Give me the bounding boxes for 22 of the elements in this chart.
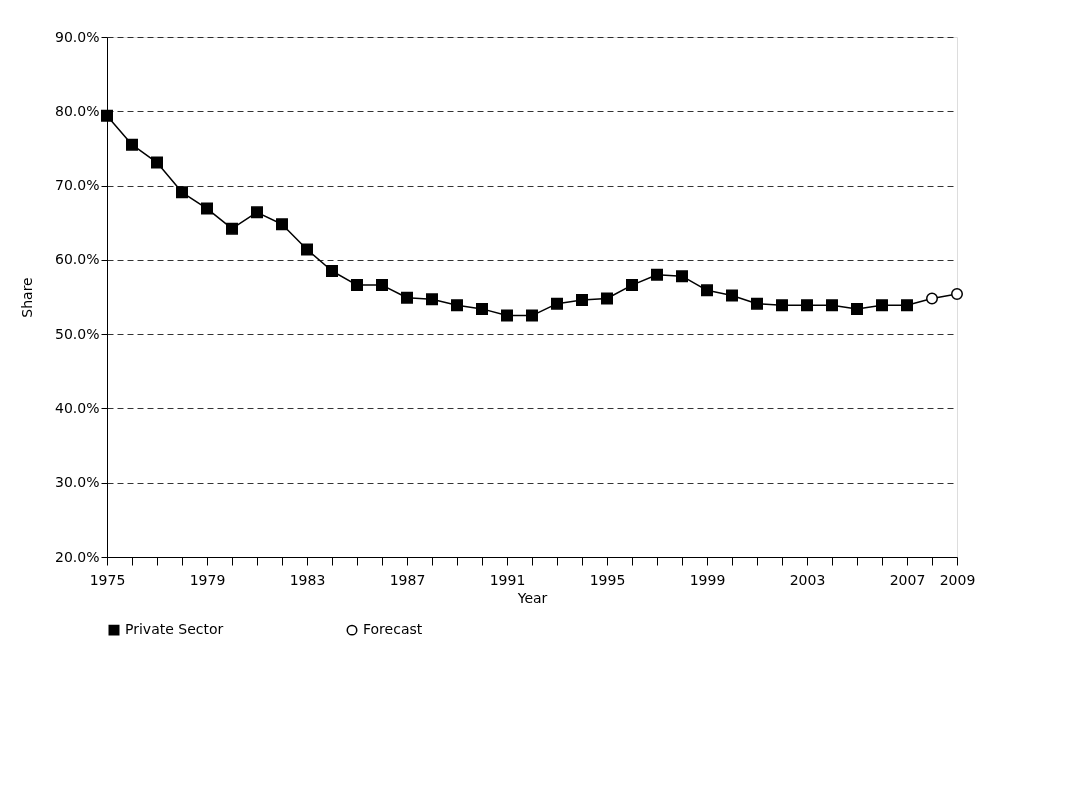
y-tick-label: 60.0% — [55, 251, 100, 268]
x-tick-label: 1983 — [289, 571, 326, 588]
y-axis-title: Share — [19, 277, 36, 318]
x-tick-label: 2007 — [889, 571, 926, 588]
x-tick-label: 1979 — [189, 571, 226, 588]
x-tick-label: 1975 — [89, 571, 126, 588]
x-tick-label: 1995 — [589, 571, 626, 588]
y-tick-label: 40.0% — [55, 399, 100, 416]
x-tick-label: 1991 — [489, 571, 526, 588]
x-tick-label: 1987 — [389, 571, 426, 588]
x-tick-label: 2009 — [939, 571, 976, 588]
x-tick-label: 1999 — [689, 571, 726, 588]
y-tick-label: 80.0% — [55, 102, 100, 119]
y-tick-label: 30.0% — [55, 474, 100, 491]
x-tick-label: 2003 — [789, 571, 826, 588]
y-tick-label: 70.0% — [55, 177, 100, 194]
y-tick-label: 90.0% — [55, 28, 100, 45]
y-tick-label: 50.0% — [55, 325, 100, 342]
x-axis-title: Year — [516, 589, 548, 606]
legend-label: Private Sector — [125, 621, 224, 638]
legend-label: Forecast — [363, 621, 423, 638]
y-tick-label: 20.0% — [55, 548, 100, 565]
